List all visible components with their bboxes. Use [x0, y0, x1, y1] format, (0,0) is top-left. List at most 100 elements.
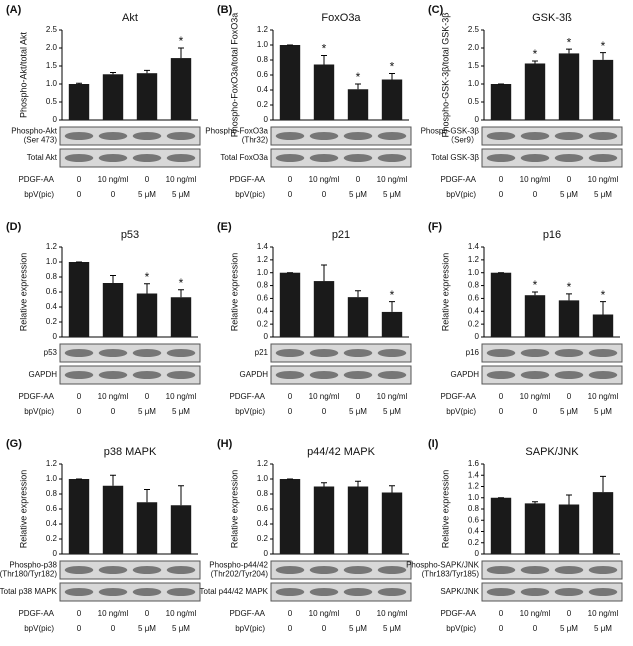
condition-value: 5 μM — [138, 190, 156, 199]
band — [166, 566, 196, 574]
bar — [170, 505, 192, 554]
bar — [490, 84, 512, 120]
condition-value: 10 ng/ml — [377, 175, 408, 184]
condition-value: 5 μM — [383, 624, 401, 633]
blot-label: Total Akt — [27, 153, 58, 162]
error-bar — [532, 501, 538, 504]
chart-title: p21 — [332, 229, 350, 241]
condition-name: bpV(pic) — [235, 190, 265, 199]
error-bar — [355, 480, 361, 487]
blot — [59, 126, 201, 146]
condition-value: 0 — [77, 392, 82, 401]
y-tick-label: 1.2 — [46, 459, 58, 468]
band — [166, 132, 196, 140]
condition-value: 0 — [322, 624, 327, 633]
blot — [481, 365, 623, 385]
condition-value: 0 — [77, 609, 82, 618]
condition-name: PDGF-AA — [18, 392, 54, 401]
error-bar — [532, 291, 538, 296]
bar — [558, 300, 580, 337]
y-tick-label: 1.2 — [46, 242, 58, 251]
bar — [170, 297, 192, 337]
y-tick-label: 0.4 — [46, 302, 58, 311]
y-tick-label: 0.2 — [257, 100, 269, 109]
y-tick-label: 0 — [475, 332, 480, 341]
blot-label: Total p38 MAPK — [0, 587, 58, 596]
condition-name: bpV(pic) — [24, 190, 54, 199]
y-tick-label: 1.0 — [468, 493, 480, 502]
error-bar — [178, 289, 184, 298]
band — [275, 154, 305, 162]
condition-value: 5 μM — [349, 190, 367, 199]
band — [520, 371, 550, 379]
bar — [313, 486, 335, 554]
band — [377, 588, 407, 596]
band — [64, 566, 94, 574]
condition-value: 0 — [499, 609, 504, 618]
blot — [59, 148, 201, 168]
condition-value: 0 — [499, 624, 504, 633]
condition-value: 0 — [533, 407, 538, 416]
band — [98, 588, 128, 596]
condition-value: 0 — [77, 190, 82, 199]
y-tick-label: 0.4 — [468, 527, 480, 536]
condition-value: 5 μM — [172, 190, 190, 199]
y-tick-label: 1.0 — [46, 79, 58, 88]
condition-value: 5 μM — [594, 407, 612, 416]
condition-value: 0 — [111, 407, 116, 416]
error-bar — [144, 283, 150, 294]
bar — [68, 479, 90, 554]
bar — [279, 272, 301, 337]
error-bar — [321, 55, 327, 65]
condition-value: 10 ng/ml — [520, 175, 551, 184]
condition-name: PDGF-AA — [18, 175, 54, 184]
condition-value: 5 μM — [560, 190, 578, 199]
bar — [136, 502, 158, 554]
y-tick-label: 0 — [264, 115, 269, 124]
y-axis-label: Relative expression — [229, 470, 239, 549]
band — [554, 132, 584, 140]
band — [64, 132, 94, 140]
band — [343, 566, 373, 574]
y-tick-label: 0.4 — [257, 306, 269, 315]
panel-label: (A) — [6, 4, 22, 16]
blot — [270, 560, 412, 580]
blot-label: Total p44/42 MAPK — [200, 587, 269, 596]
y-tick-label: 0.6 — [468, 515, 480, 524]
y-tick-label: 0.2 — [468, 319, 480, 328]
error-bar — [355, 290, 361, 298]
condition-value: 10 ng/ml — [98, 175, 129, 184]
y-axis-label: Relative expression — [440, 253, 450, 332]
panel-label: (E) — [217, 221, 232, 233]
panel-label: (G) — [6, 438, 22, 450]
y-tick-label: 0.5 — [46, 97, 58, 106]
blot — [270, 365, 412, 385]
y-tick-label: 0.8 — [468, 281, 480, 290]
y-tick-label: 0.5 — [468, 97, 480, 106]
y-tick-label: 1.0 — [257, 474, 269, 483]
error-bar — [600, 301, 606, 315]
significance: * — [145, 270, 150, 284]
y-tick-label: 1.2 — [257, 255, 269, 264]
chart-title: GSK-3ß — [532, 12, 572, 24]
condition-name: bpV(pic) — [446, 190, 476, 199]
condition-value: 10 ng/ml — [377, 609, 408, 618]
y-tick-label: 0.2 — [46, 317, 58, 326]
error-bar — [321, 264, 327, 282]
condition-name: bpV(pic) — [24, 624, 54, 633]
blot — [270, 126, 412, 146]
band — [275, 566, 305, 574]
y-tick-label: 1.0 — [46, 257, 58, 266]
blot — [59, 582, 201, 602]
band — [275, 371, 305, 379]
band — [377, 566, 407, 574]
condition-value: 10 ng/ml — [588, 609, 619, 618]
significance: * — [356, 70, 361, 84]
blot — [270, 148, 412, 168]
condition-value: 0 — [533, 624, 538, 633]
blot — [59, 343, 201, 363]
condition-value: 5 μM — [560, 407, 578, 416]
condition-value: 5 μM — [383, 190, 401, 199]
band — [64, 154, 94, 162]
band — [377, 154, 407, 162]
